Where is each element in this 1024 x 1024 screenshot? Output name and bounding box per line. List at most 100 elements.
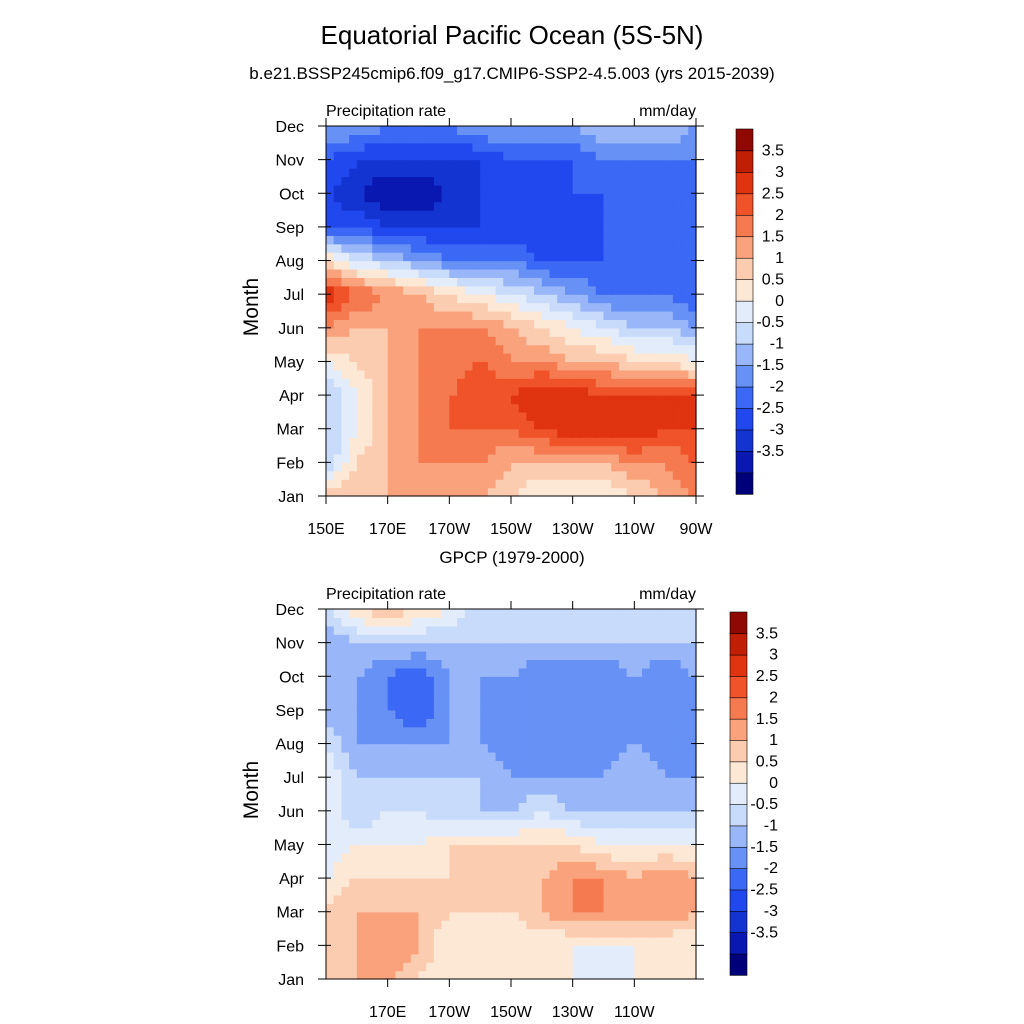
field-cell [626,743,635,753]
field-cell [549,252,558,262]
field-cell [680,159,689,169]
field-cell [426,462,435,472]
field-cell [341,911,350,921]
field-cell [333,243,343,253]
field-cell [665,819,674,829]
colorbar-label: -3.5 [756,443,784,460]
field-cell [534,785,543,795]
field-cell [433,252,443,262]
field-cell [364,336,373,346]
field-cell [665,903,674,913]
field-cell [549,970,558,980]
field-cell [564,844,574,854]
field-cell [642,693,651,703]
field-cell [557,920,566,930]
field-cell [665,420,674,430]
field-cell [526,268,535,278]
field-cell [611,751,620,761]
field-cell [634,353,643,363]
field-cell [341,819,350,829]
field-cell [364,718,373,728]
field-cell [603,142,612,152]
field-cell [464,886,474,896]
field-cell [364,126,373,136]
figure-subtitle: b.e21.BSSP245cmip6.f09_g17.CMIP6-SSP2-4.… [249,64,775,83]
field-cell [549,420,558,430]
field-cell [464,134,474,144]
field-cell [480,718,489,728]
field-cell [611,802,620,812]
field-cell [572,903,581,913]
field-cell [511,768,520,778]
field-cell [526,445,535,455]
field-cell [665,395,674,405]
field-cell [549,953,558,963]
field-cell [526,428,535,438]
field-cell [503,785,512,795]
field-cell [534,420,543,430]
field-cell [441,386,450,396]
field-cell [672,667,682,677]
field-cell [511,676,520,686]
field-cell [387,743,396,753]
field-cell [634,709,643,719]
field-cell [426,285,435,295]
field-cell [472,218,481,228]
field-cell [580,210,589,220]
field-cell [503,487,512,497]
field-cell [557,235,566,245]
field-cell [379,453,389,463]
field-cell [426,810,435,820]
field-cell [364,709,373,719]
field-cell [580,176,589,186]
field-cell [464,386,474,396]
field-cell [626,294,635,304]
field-cell [341,894,350,904]
field-cell [472,709,481,719]
field-cell [534,684,543,694]
field-cell [611,861,620,871]
field-cell [487,735,497,745]
field-cell [526,667,535,677]
field-cell [326,420,335,430]
field-cell [326,751,335,761]
field-cell [372,311,381,321]
field-cell [603,928,612,938]
field-cell [580,642,589,652]
field-cell [680,878,689,888]
field-cell [549,676,558,686]
field-cell [672,176,682,186]
field-cell [580,479,589,489]
field-cell [534,403,543,413]
field-cell [680,462,689,472]
field-cell [626,693,635,703]
field-cell [426,667,435,677]
field-cell [665,386,674,396]
field-cell [541,642,551,652]
field-cell [464,260,474,270]
field-cell [326,252,335,262]
field-cell [580,693,589,703]
field-cell [588,659,597,669]
field-cell [387,378,396,388]
field-cell [526,420,535,430]
field-cell [403,159,412,169]
field-cell [572,243,581,253]
field-cell [433,226,443,236]
field-cell [518,479,528,489]
field-cell [564,617,574,627]
field-cell [487,403,497,413]
field-cell [495,479,504,489]
field-cell [665,184,674,194]
field-cell [472,651,481,661]
field-cell [649,667,659,677]
y-tick-label: Mar [276,422,304,439]
field-cell [426,743,435,753]
field-cell [457,718,466,728]
field-cell [595,428,605,438]
field-cell [480,201,489,211]
field-cell [372,861,381,871]
field-cell [395,651,404,661]
field-cell [549,911,558,921]
